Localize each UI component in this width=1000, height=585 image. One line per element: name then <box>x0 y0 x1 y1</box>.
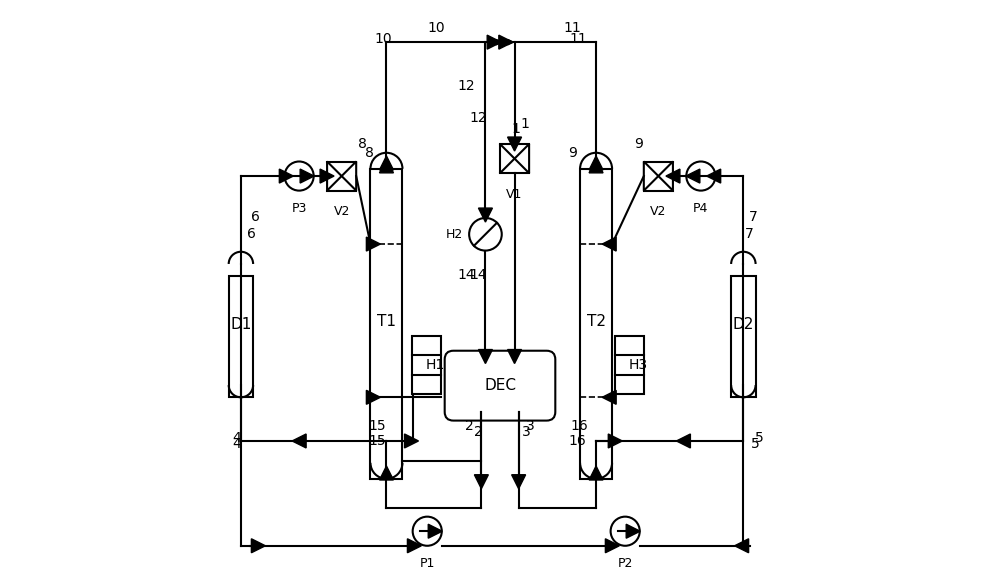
Polygon shape <box>666 169 680 183</box>
Polygon shape <box>602 390 616 404</box>
Bar <box>412 336 441 394</box>
Text: 14: 14 <box>470 268 487 282</box>
Polygon shape <box>602 237 616 251</box>
Text: 10: 10 <box>427 20 445 35</box>
Text: P3: P3 <box>291 202 307 215</box>
Polygon shape <box>407 539 421 553</box>
Text: 16: 16 <box>568 434 586 448</box>
Polygon shape <box>379 159 393 173</box>
Text: 15: 15 <box>369 419 387 433</box>
Bar <box>370 169 402 479</box>
Polygon shape <box>379 156 393 170</box>
Polygon shape <box>515 144 529 173</box>
Text: 11: 11 <box>570 32 587 46</box>
Text: 1: 1 <box>520 116 529 130</box>
Text: P2: P2 <box>617 558 633 570</box>
Polygon shape <box>626 524 640 538</box>
Text: P4: P4 <box>693 202 709 215</box>
Polygon shape <box>707 169 721 183</box>
Polygon shape <box>644 161 658 191</box>
Polygon shape <box>320 169 334 183</box>
Text: 7: 7 <box>749 210 758 224</box>
Polygon shape <box>474 475 488 488</box>
Polygon shape <box>508 350 522 363</box>
Text: 14: 14 <box>458 268 476 282</box>
Polygon shape <box>279 169 293 183</box>
Polygon shape <box>735 539 749 553</box>
Text: 11: 11 <box>564 20 582 35</box>
Polygon shape <box>487 35 501 49</box>
Bar <box>731 276 756 397</box>
Polygon shape <box>342 161 356 191</box>
Polygon shape <box>605 539 619 553</box>
Polygon shape <box>366 390 380 404</box>
Text: 16: 16 <box>571 419 589 433</box>
Text: V1: V1 <box>506 188 523 201</box>
Polygon shape <box>512 475 526 488</box>
Polygon shape <box>508 137 522 151</box>
Text: 3: 3 <box>522 425 531 439</box>
Polygon shape <box>608 434 622 448</box>
Polygon shape <box>292 434 306 448</box>
Text: H2: H2 <box>446 228 463 241</box>
Text: 1: 1 <box>511 122 520 136</box>
Text: D1: D1 <box>230 317 252 332</box>
Bar <box>229 276 253 397</box>
Polygon shape <box>676 434 690 448</box>
Text: P1: P1 <box>420 558 435 570</box>
Text: 2: 2 <box>474 425 483 439</box>
Text: DEC: DEC <box>484 378 516 393</box>
Text: 3: 3 <box>526 419 535 433</box>
Polygon shape <box>589 156 603 170</box>
Text: 9: 9 <box>568 146 577 160</box>
Text: 8: 8 <box>358 137 367 151</box>
Text: V2: V2 <box>650 205 667 218</box>
Text: H1: H1 <box>425 358 444 372</box>
Polygon shape <box>327 161 342 191</box>
Text: 2: 2 <box>465 419 474 433</box>
Text: 4: 4 <box>232 437 241 451</box>
Text: T1: T1 <box>377 314 396 329</box>
Polygon shape <box>499 35 513 49</box>
Text: V2: V2 <box>333 205 350 218</box>
Polygon shape <box>379 466 393 480</box>
Polygon shape <box>405 434 418 448</box>
Polygon shape <box>658 161 673 191</box>
Polygon shape <box>251 539 265 553</box>
Text: 6: 6 <box>247 228 256 241</box>
Text: 5: 5 <box>755 431 763 445</box>
Text: 12: 12 <box>458 79 476 93</box>
Polygon shape <box>589 466 603 480</box>
Polygon shape <box>428 524 442 538</box>
Text: 10: 10 <box>375 32 392 46</box>
Polygon shape <box>366 237 380 251</box>
Bar <box>580 169 612 479</box>
Text: 4: 4 <box>232 431 241 445</box>
Polygon shape <box>478 208 492 222</box>
Text: 5: 5 <box>751 437 759 451</box>
Text: 6: 6 <box>251 210 260 224</box>
Polygon shape <box>589 159 603 173</box>
Polygon shape <box>478 350 492 363</box>
Text: 8: 8 <box>365 146 373 160</box>
Polygon shape <box>686 169 700 183</box>
Bar <box>615 336 644 394</box>
Text: H3: H3 <box>629 358 648 372</box>
Text: 15: 15 <box>369 434 387 448</box>
Polygon shape <box>300 169 314 183</box>
Text: 12: 12 <box>470 111 487 125</box>
Text: D2: D2 <box>733 317 754 332</box>
Text: 7: 7 <box>745 228 754 241</box>
Text: T2: T2 <box>587 314 606 329</box>
Polygon shape <box>500 144 515 173</box>
Text: 9: 9 <box>634 137 643 151</box>
